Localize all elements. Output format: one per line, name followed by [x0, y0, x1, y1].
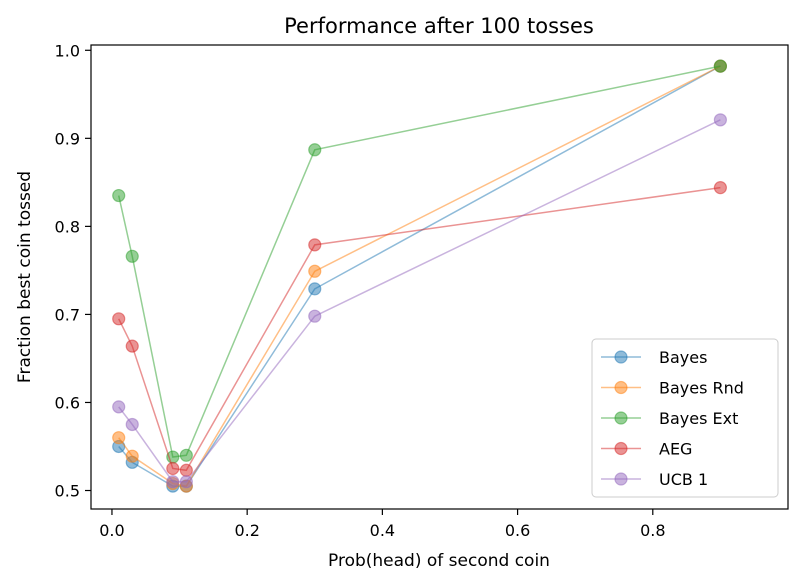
- data-point: [308, 143, 322, 157]
- series-line: [117, 65, 721, 458]
- data-point: [125, 417, 139, 432]
- data-point: [166, 475, 180, 489]
- x-tick-label: 0.2: [234, 521, 259, 540]
- data-point: [112, 400, 126, 414]
- legend-label: AEG: [659, 440, 692, 459]
- legend-item: Bayes Ext: [601, 409, 738, 428]
- x-tick-label: 0.0: [99, 521, 124, 540]
- data-point: [112, 312, 126, 326]
- legend-label: Bayes Rnd: [659, 379, 744, 398]
- x-axis-ticks: 0.0 0.2 0.4 0.6 0.8: [99, 509, 666, 540]
- legend-marker: [614, 441, 628, 456]
- data-point: [112, 188, 126, 203]
- y-tick-label: 0.9: [55, 129, 80, 148]
- y-tick-label: 0.7: [55, 305, 80, 324]
- legend-marker: [614, 380, 628, 395]
- legend-label: Bayes Ext: [659, 409, 738, 428]
- data-point: [125, 449, 139, 463]
- x-axis-label: Prob(head) of second coin: [328, 551, 550, 571]
- plot-frame: [90, 44, 789, 510]
- legend-item: AEG: [601, 440, 692, 459]
- data-point: [112, 431, 126, 445]
- data-point: [713, 181, 727, 195]
- y-tick-label: 0.6: [55, 393, 80, 412]
- data-point: [308, 309, 322, 323]
- series-aeg: [112, 181, 727, 477]
- x-tick-label: 0.6: [505, 521, 530, 540]
- series-bayes-ext: [112, 59, 727, 464]
- legend-marker: [614, 472, 628, 486]
- series-ucb-1: [112, 113, 727, 489]
- chart-title: Performance after 100 tosses: [284, 14, 594, 38]
- data-point: [713, 113, 727, 127]
- legend-label: Bayes: [659, 348, 707, 367]
- data-point: [125, 249, 139, 263]
- data-point: [179, 448, 193, 462]
- legend-marker: [614, 411, 628, 425]
- legend-item: UCB 1: [601, 470, 708, 489]
- data-point: [308, 264, 322, 278]
- data-point: [713, 59, 727, 73]
- data-point: [166, 461, 180, 476]
- x-tick-label: 0.8: [640, 521, 665, 540]
- data-point: [125, 339, 139, 353]
- x-tick-label: 0.4: [370, 521, 395, 540]
- legend-item: Bayes: [601, 348, 707, 367]
- legend-box: [591, 338, 779, 498]
- legend-marker: [614, 350, 628, 364]
- y-tick-label: 0.8: [55, 217, 80, 236]
- legend-label: UCB 1: [659, 470, 708, 489]
- legend-item: Bayes Rnd: [601, 379, 744, 398]
- data-point: [308, 238, 322, 252]
- y-tick-label: 0.5: [55, 482, 80, 501]
- legend: Bayes Bayes Rnd Bayes Ext AEG UCB 1: [591, 338, 779, 498]
- data-point: [179, 475, 193, 489]
- series-layer: [112, 59, 727, 493]
- data-point: [179, 463, 193, 477]
- y-axis-ticks: 0.5 0.6 0.7 0.8 0.9 1.0: [55, 41, 91, 501]
- y-tick-label: 1.0: [55, 41, 80, 60]
- data-point: [308, 282, 322, 296]
- y-axis-label: Fraction best coin tossed: [15, 171, 35, 383]
